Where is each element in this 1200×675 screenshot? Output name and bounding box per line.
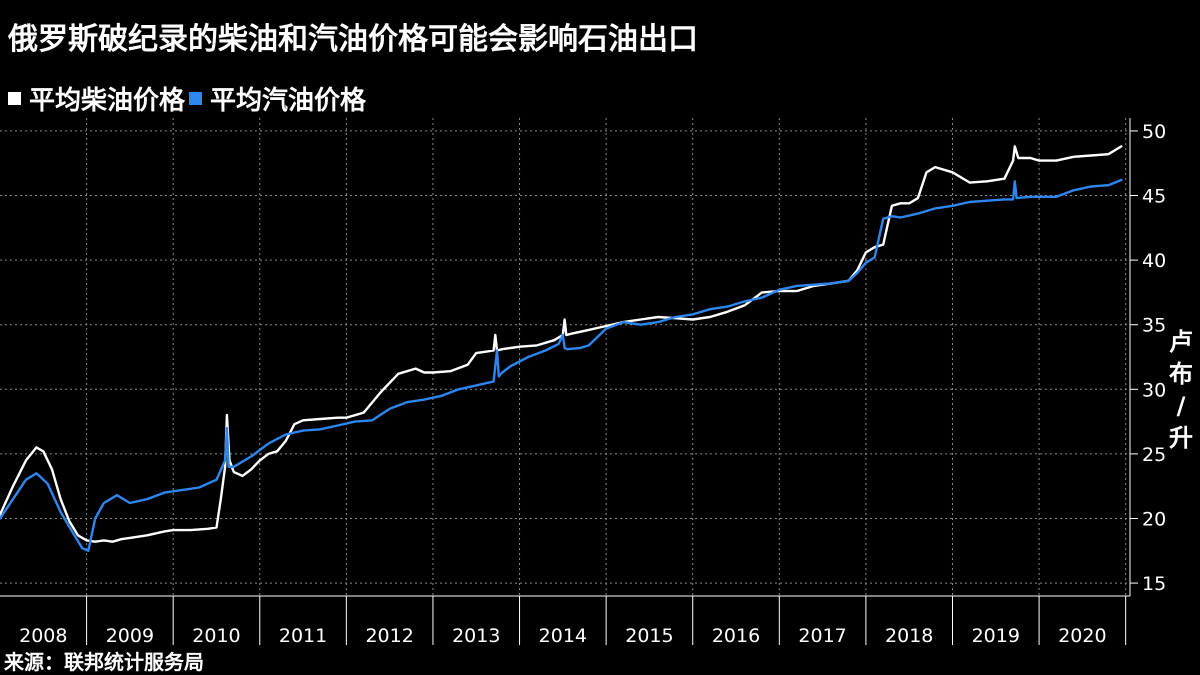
- x-tick-label-2018: 2018: [885, 625, 933, 647]
- y-tick-label-40: 40: [1142, 250, 1166, 272]
- x-tick-label-2012: 2012: [365, 625, 413, 647]
- series-line-diesel: [0, 145, 1123, 543]
- x-tick-label-2019: 2019: [972, 625, 1020, 647]
- x-tick-label-2008: 2008: [19, 625, 67, 647]
- x-tick-label-2020: 2020: [1058, 625, 1106, 647]
- y-axis-unit-char: 卢: [1169, 328, 1193, 356]
- y-tick-label-25: 25: [1142, 444, 1166, 466]
- source-note: 来源：联邦统计服务局: [4, 650, 204, 674]
- legend-label-gasoline: 平均汽油价格: [210, 86, 367, 116]
- y-tick-label-50: 50: [1142, 121, 1166, 143]
- y-tick-label-35: 35: [1142, 315, 1166, 337]
- legend-item-diesel: 平均柴油价格: [8, 80, 185, 117]
- x-tick-label-2009: 2009: [106, 625, 154, 647]
- legend-swatch-diesel: [8, 92, 21, 105]
- y-axis-unit-char: 布: [1169, 360, 1193, 388]
- series-line-gasoline: [0, 178, 1123, 552]
- y-tick-label-45: 45: [1142, 186, 1166, 208]
- legend: 平均柴油价格 平均汽油价格: [8, 80, 370, 117]
- chart-title: 俄罗斯破纪录的柴油和汽油价格可能会影响石油出口: [8, 22, 698, 57]
- x-tick-label-2016: 2016: [712, 625, 760, 647]
- x-tick-label-2010: 2010: [192, 625, 240, 647]
- x-tick-label-2017: 2017: [798, 625, 846, 647]
- legend-swatch-gasoline: [189, 92, 203, 105]
- y-tick-label-20: 20: [1142, 508, 1166, 530]
- x-tick-label-2013: 2013: [452, 625, 500, 647]
- y-axis-unit-char: /: [1176, 392, 1186, 420]
- y-axis-unit-label: 卢布 / 升: [1166, 326, 1196, 454]
- x-tick-label-2014: 2014: [539, 625, 587, 647]
- x-tick-label-2015: 2015: [625, 625, 673, 647]
- y-axis-unit-char: 升: [1169, 424, 1193, 452]
- y-tick-label-30: 30: [1142, 379, 1166, 401]
- x-tick-label-2011: 2011: [279, 625, 327, 647]
- y-tick-label-15: 15: [1142, 573, 1166, 595]
- legend-label-diesel: 平均柴油价格: [29, 86, 186, 116]
- legend-item-gasoline: 平均汽油价格: [189, 80, 366, 117]
